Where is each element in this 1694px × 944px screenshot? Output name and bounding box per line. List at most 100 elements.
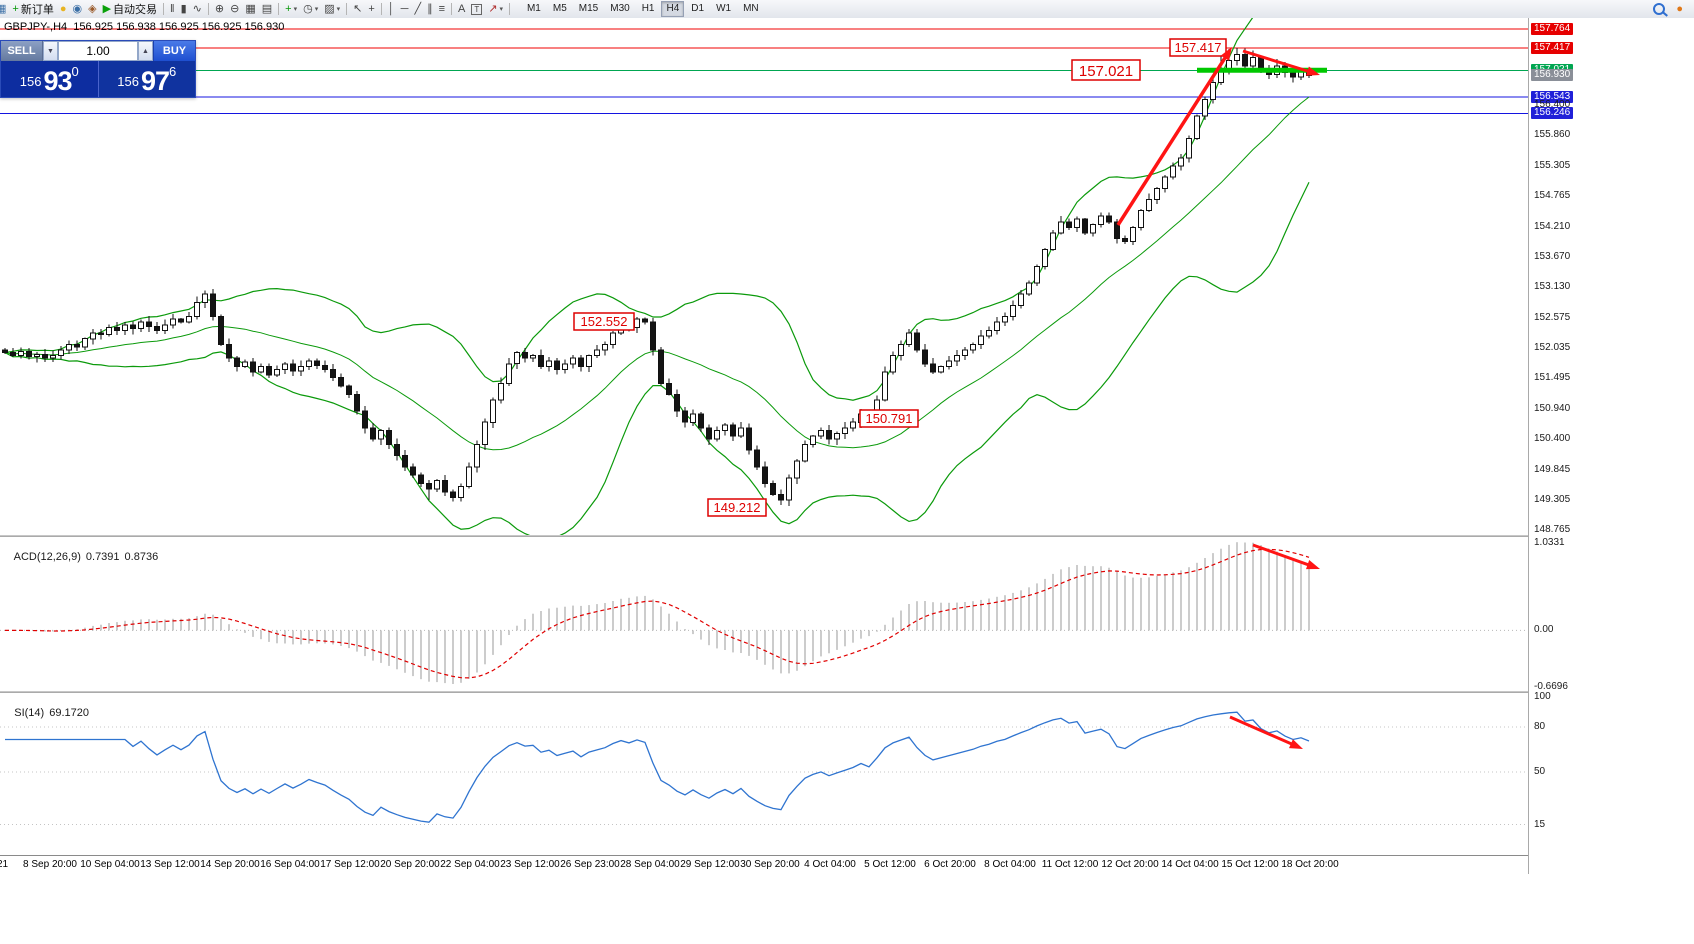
svg-text:157.021: 157.021 — [1079, 63, 1133, 80]
timeframe-d1[interactable]: D1 — [691, 3, 705, 14]
profiles-icon[interactable]: ● — [57, 1, 70, 17]
terminal-icon-glyph: ▦ — [0, 2, 7, 15]
trend-arrow[interactable] — [1229, 715, 1297, 748]
candle-body — [1146, 199, 1152, 212]
dropdown-caret-icon: ▾ — [293, 6, 298, 13]
candle-body — [1074, 218, 1080, 228]
candle-body — [170, 318, 176, 326]
sell-button[interactable]: SELL — [1, 41, 43, 61]
candle-body — [954, 354, 960, 362]
time-label: 22 Sep 04:00 — [440, 859, 500, 870]
timeframe-m5[interactable]: M5 — [552, 3, 567, 14]
vertical-line-icon[interactable]: │ — [385, 1, 398, 17]
terminal-icon[interactable]: ▦ — [0, 1, 9, 17]
horizontal-line-icon[interactable]: ─ — [398, 1, 412, 17]
sell-price[interactable]: 156 93 0 — [1, 61, 99, 97]
toolbar-separator — [451, 3, 452, 15]
candle-body — [474, 444, 480, 468]
trend-arrow[interactable] — [1242, 49, 1313, 75]
arrows-icon-glyph: ↗ — [488, 2, 498, 15]
zoom-in-icon[interactable]: ⊕ — [212, 1, 227, 17]
line-chart-icon[interactable]: ∿ — [190, 1, 205, 17]
candle-body — [210, 293, 216, 318]
price-axis[interactable]: 157.764157.417157.021156.930156.543156.2… — [1528, 18, 1694, 874]
auto-arrange-icon[interactable]: ▤ — [259, 1, 275, 17]
candle-body — [322, 365, 328, 370]
candle-body — [994, 321, 1000, 331]
candle-body — [130, 324, 136, 330]
trend-arrow[interactable] — [1116, 52, 1230, 226]
text-icon[interactable]: A — [455, 1, 468, 17]
channel-icon[interactable]: ∥ — [424, 1, 436, 17]
timeframe-w1[interactable]: W1 — [716, 3, 732, 14]
price-axis-marker: 156.246 — [1531, 107, 1574, 120]
timeframe-m1[interactable]: M1 — [526, 3, 541, 14]
candle-body — [106, 327, 112, 335]
trendline-icon[interactable]: ╱ — [411, 1, 424, 17]
bollinger-upper-band — [4, 18, 1254, 401]
buy-price[interactable]: 156 97 6 — [98, 61, 195, 97]
macd-main-value: 0.7391 — [85, 551, 120, 563]
time-label: 4 Oct 04:00 — [804, 859, 856, 870]
templates-icon[interactable]: ▨ ▾ — [321, 1, 343, 17]
rsi-value: 69.1720 — [49, 707, 89, 719]
candle-body — [802, 444, 808, 462]
periods-icon[interactable]: ◷ ▾ — [300, 1, 321, 17]
lot-size-input[interactable] — [58, 41, 138, 61]
lot-increase-button[interactable]: ▲ — [138, 41, 153, 61]
zoom-out-icon[interactable]: ⊖ — [227, 1, 242, 17]
candle-body — [898, 343, 904, 356]
search-icon[interactable] — [1653, 3, 1666, 15]
tile-windows-icon[interactable]: ▦ — [242, 1, 258, 17]
time-label: 14 Oct 04:00 — [1161, 859, 1219, 870]
price-callout[interactable]: 152.552 — [573, 312, 635, 331]
candle-body — [642, 318, 648, 323]
price-callout[interactable]: 157.021 — [1071, 59, 1141, 81]
price-callout[interactable]: 149.212 — [707, 498, 767, 517]
candle-body — [434, 480, 440, 490]
candle-body — [1002, 316, 1008, 323]
timeframe-m15[interactable]: M15 — [578, 3, 599, 14]
candle-body — [914, 332, 920, 351]
market-watch-icon[interactable]: ◈ — [85, 1, 99, 17]
price-callout[interactable]: 150.791 — [859, 409, 919, 428]
panel-divider[interactable] — [0, 691, 1572, 693]
time-label: 20 Sep 20:00 — [380, 859, 440, 870]
text-label-icon[interactable]: T — [468, 1, 485, 17]
lot-decrease-button[interactable]: ▼ — [43, 41, 58, 61]
candle-body — [882, 371, 888, 401]
price-chart-canvas[interactable]: 157.417 157.021 152.552 150.791 149.212 — [0, 18, 1528, 535]
autotrading-button[interactable]: ▶ 自动交易 — [100, 1, 160, 17]
crosshair-icon[interactable]: + — [365, 1, 377, 17]
add-indicator-icon[interactable]: + ▾ — [282, 1, 300, 17]
candle-body — [786, 477, 792, 501]
fibonacci-icon[interactable]: ≡ — [436, 1, 448, 17]
notification-icon[interactable]: ● — [1673, 1, 1686, 17]
new-order-button[interactable]: + 新订单 — [9, 1, 56, 17]
macd-panel-canvas[interactable] — [0, 537, 1528, 691]
data-window-icon[interactable]: ◉ — [70, 1, 86, 17]
buy-button[interactable]: BUY — [153, 41, 195, 61]
timeframe-h4[interactable]: H4 — [661, 1, 685, 17]
bars-chart-icon[interactable]: ‖ — [167, 1, 178, 17]
candle-body — [1154, 187, 1160, 200]
candle-body — [834, 432, 840, 440]
candle-body — [314, 360, 320, 366]
time-label: 18 Oct 20:00 — [1281, 859, 1339, 870]
tile-windows-icon-glyph: ▦ — [245, 2, 256, 15]
cursor-icon[interactable]: ↖ — [350, 1, 365, 17]
candle-body — [938, 366, 944, 373]
timeframe-toolbar: M1 M5 M15 M30 H1 H4 D1 W1 MN — [521, 1, 765, 17]
arrows-icon[interactable]: ↗ ▾ — [485, 1, 506, 17]
timeframe-m30[interactable]: M30 — [610, 3, 630, 14]
trend-arrow-head — [1289, 739, 1303, 749]
price-callout[interactable]: 157.417 — [1169, 38, 1227, 57]
timeframe-mn[interactable]: MN — [743, 3, 759, 14]
timeframe-h1[interactable]: H1 — [641, 3, 655, 14]
candles-chart-icon[interactable]: ▮ — [178, 1, 190, 17]
panel-divider[interactable] — [0, 535, 1572, 537]
trend-arrow[interactable] — [1252, 543, 1314, 568]
candle-body — [370, 427, 376, 440]
rsi-panel-canvas[interactable] — [0, 693, 1528, 855]
